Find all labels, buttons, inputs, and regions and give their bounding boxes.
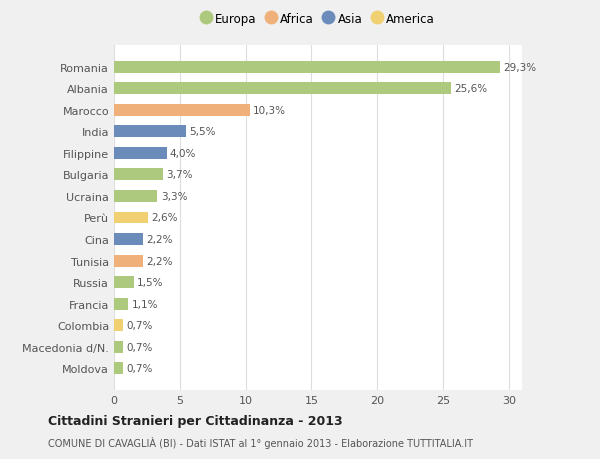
Text: 1,5%: 1,5% (137, 278, 164, 287)
Text: COMUNE DI CAVAGLIÀ (BI) - Dati ISTAT al 1° gennaio 2013 - Elaborazione TUTTITALI: COMUNE DI CAVAGLIÀ (BI) - Dati ISTAT al … (48, 436, 473, 448)
Bar (114, 277, 134, 288)
Bar (114, 62, 500, 73)
Bar (114, 212, 148, 224)
Text: 1,1%: 1,1% (132, 299, 158, 309)
Text: 10,3%: 10,3% (253, 106, 286, 116)
Text: 0,7%: 0,7% (127, 320, 153, 330)
Bar (114, 83, 451, 95)
Text: 3,7%: 3,7% (166, 170, 193, 180)
Bar (114, 105, 250, 117)
Bar (114, 255, 143, 267)
Text: 0,7%: 0,7% (127, 342, 153, 352)
Text: 2,6%: 2,6% (152, 213, 178, 223)
Bar (114, 148, 167, 159)
Bar (114, 169, 163, 181)
Text: 0,7%: 0,7% (127, 364, 153, 374)
Bar (114, 234, 143, 246)
Bar (114, 298, 128, 310)
Text: 2,2%: 2,2% (146, 235, 173, 245)
Bar (114, 341, 123, 353)
Text: 29,3%: 29,3% (503, 62, 536, 73)
Text: 2,2%: 2,2% (146, 256, 173, 266)
Text: Cittadini Stranieri per Cittadinanza - 2013: Cittadini Stranieri per Cittadinanza - 2… (48, 414, 343, 428)
Text: 25,6%: 25,6% (454, 84, 487, 94)
Bar (114, 190, 157, 202)
Bar (114, 319, 123, 331)
Bar (114, 126, 187, 138)
Text: 5,5%: 5,5% (190, 127, 216, 137)
Text: 4,0%: 4,0% (170, 149, 196, 158)
Bar (114, 363, 123, 375)
Legend: Europa, Africa, Asia, America: Europa, Africa, Asia, America (199, 11, 437, 28)
Text: 3,3%: 3,3% (161, 191, 187, 202)
